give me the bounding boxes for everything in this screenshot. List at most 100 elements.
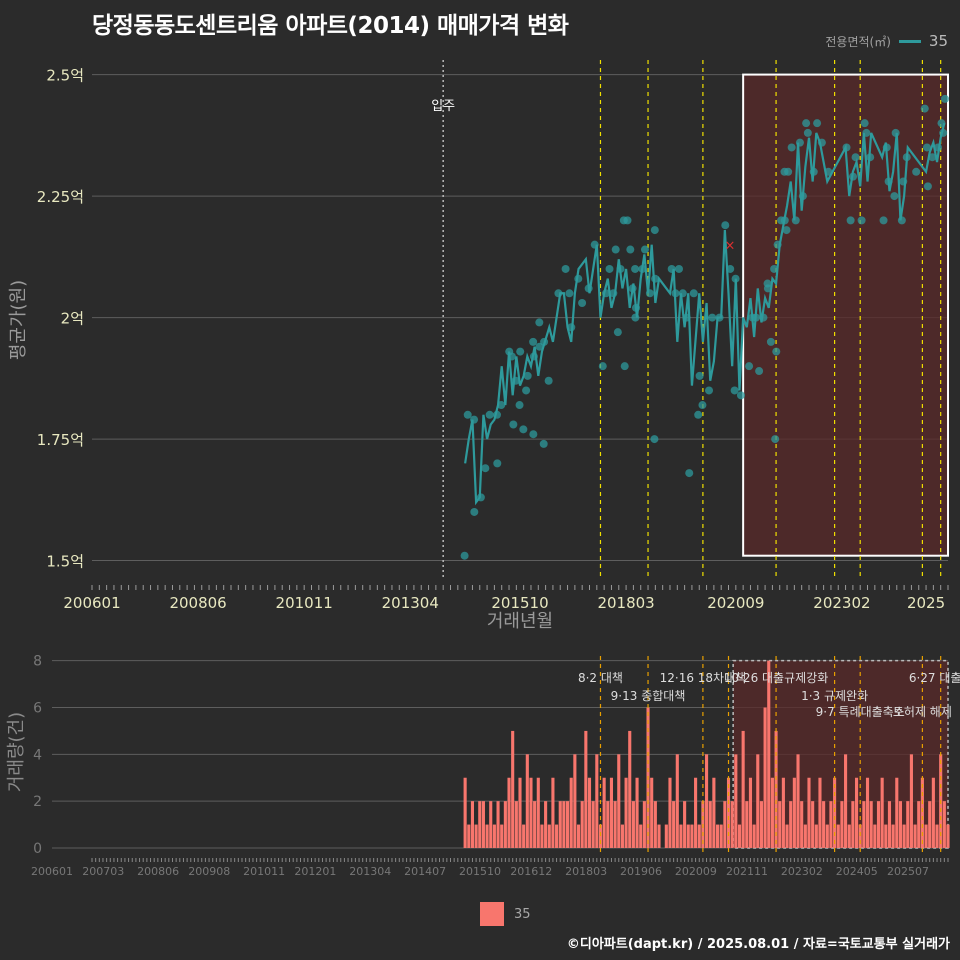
bar-x-tick-label: 200601 (31, 865, 73, 878)
data-point (860, 119, 869, 128)
bar-legend: 35 (480, 902, 531, 926)
data-point (857, 216, 866, 225)
source-credit: ©디아파트(dapt.kr) / 2025.08.01 / 자료=국토교통부 실… (566, 937, 950, 952)
volume-bar (840, 801, 844, 848)
volume-bar (474, 824, 478, 848)
bar-x-tick-label: 201906 (620, 865, 662, 878)
data-point (535, 318, 544, 327)
volume-bar (898, 801, 902, 848)
volume-bar (595, 754, 599, 848)
data-point (640, 245, 649, 254)
data-point (470, 507, 479, 516)
volume-bar (569, 777, 573, 848)
data-point (493, 459, 502, 468)
volume-bar (909, 754, 913, 848)
volume-bar (796, 754, 800, 848)
volume-bar (478, 801, 482, 848)
bar-x-tick-label: 200703 (82, 865, 124, 878)
bar-x-tick-label: 201612 (510, 865, 552, 878)
data-point (650, 226, 659, 235)
bar-x-tick-label: 201011 (243, 865, 285, 878)
volume-bar (906, 801, 910, 848)
data-point (685, 469, 694, 478)
volume-bar (763, 707, 767, 848)
data-point (463, 410, 472, 419)
data-point (851, 153, 860, 162)
volume-bar (726, 777, 731, 848)
x-tick-label: 200806 (169, 594, 226, 612)
volume-bar (807, 777, 811, 848)
volume-bar (529, 777, 533, 848)
volume-bar (847, 824, 851, 848)
x-tick-label: 200601 (63, 594, 120, 612)
data-point (813, 119, 822, 128)
volume-bar (730, 801, 734, 848)
data-point (561, 264, 570, 273)
volume-bar (697, 824, 701, 848)
y-tick-label: 2.5억 (46, 67, 84, 85)
volume-bar (792, 777, 796, 848)
data-point (529, 337, 538, 346)
volume-bar (833, 777, 837, 848)
data-point (890, 192, 899, 201)
data-point (787, 143, 796, 152)
volume-bar (851, 801, 855, 848)
legend-line-swatch (898, 39, 921, 43)
volume-bar (781, 777, 785, 848)
volume-bar (496, 801, 500, 848)
data-point (755, 367, 764, 376)
data-point (485, 410, 494, 419)
volume-bar (672, 801, 676, 848)
volume-bar (694, 777, 698, 848)
volume-bar (481, 801, 485, 848)
volume-bar (770, 777, 774, 848)
y-tick-label: 2.25억 (37, 188, 84, 206)
price-line (464, 122, 946, 506)
bar-x-tick-label: 202507 (887, 865, 929, 878)
volume-bar (511, 730, 515, 848)
data-point (522, 386, 531, 395)
volume-bar (562, 801, 566, 848)
outlier-mark: × (725, 239, 736, 254)
line-legend: 전용면적(㎡) 35 (825, 32, 948, 50)
data-point (770, 264, 779, 273)
volume-bar (668, 777, 672, 848)
data-point (650, 435, 659, 444)
volume-bar (822, 801, 826, 848)
volume-bar (653, 801, 657, 848)
volume-bar (463, 777, 467, 848)
volume-bar (759, 801, 763, 848)
volume-bar (811, 801, 815, 848)
data-point (920, 104, 929, 113)
data-point (923, 182, 932, 191)
data-point (613, 328, 622, 337)
volume-bar (917, 801, 921, 848)
volume-bar (639, 824, 643, 848)
data-point (565, 289, 574, 298)
volume-bar (613, 801, 617, 848)
data-point (626, 245, 635, 254)
policy-marker-label: 10·26 대출규제강화 (724, 671, 828, 685)
volume-bar (723, 801, 727, 848)
bar-x-tick-label: 201510 (459, 865, 501, 878)
volume-bar (715, 824, 720, 848)
bar-x-tick-label: 202302 (781, 865, 823, 878)
volume-bar (551, 777, 555, 848)
y-axis-title: 평균가(원) (8, 280, 29, 360)
volume-bar (814, 824, 818, 848)
legend-title: 전용면적(㎡) (825, 34, 891, 49)
bar-x-tick-label: 200806 (137, 865, 179, 878)
volume-bar (931, 777, 935, 848)
volume-bar (602, 777, 606, 848)
volume-bar (935, 824, 939, 848)
x-tick-label: 201304 (382, 594, 439, 612)
volume-bar (734, 754, 738, 848)
volume-bar (708, 801, 712, 848)
volume-bar (617, 754, 621, 848)
volume-bar (664, 824, 668, 848)
volume-bar (836, 824, 840, 848)
data-point (623, 216, 632, 225)
volume-bar (555, 824, 559, 848)
volume-bar (844, 754, 848, 848)
volume-bar (657, 824, 661, 848)
